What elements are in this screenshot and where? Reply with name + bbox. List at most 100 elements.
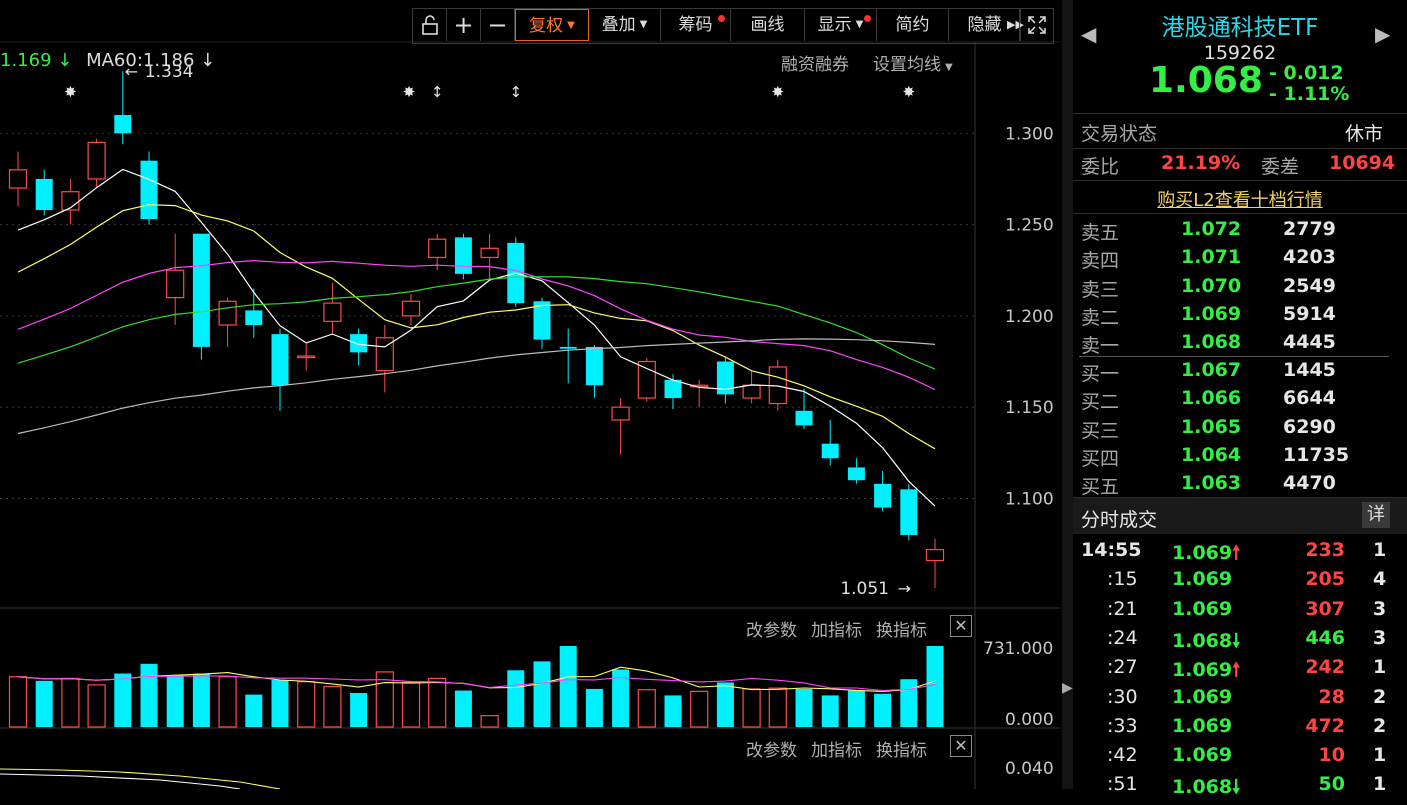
l2-upgrade-link[interactable]: 购买L2查看十档行情 (1157, 190, 1323, 211)
candle-body (637, 360, 656, 399)
toolbar-button-4[interactable]: 显示 ▼ (805, 9, 877, 41)
indicator-line-2 (0, 773, 241, 789)
volume-close-icon[interactable]: ✕ (950, 615, 972, 637)
volume-bar (87, 684, 106, 728)
toolbar-button-0[interactable]: 复权 ▼ (515, 9, 589, 41)
volume-min-label: 0.000 (1005, 710, 1054, 730)
volume-bar (401, 681, 421, 728)
ma5-line (17, 168, 936, 507)
toolbar-button-5[interactable]: 简约 (877, 9, 949, 41)
bids-price: 1.064 (1181, 443, 1242, 466)
toolbar-button-1[interactable]: 叠加 ▼ (589, 9, 661, 41)
volume-ma10-line (17, 675, 936, 692)
candle-body (900, 489, 918, 535)
tick-volume: 446 (1305, 626, 1345, 649)
toolbar-button-2[interactable]: 筹码 (661, 9, 731, 41)
volume-bar (245, 694, 263, 727)
bids-level: 买五 (1081, 476, 1120, 499)
toolbar-button-3[interactable]: 画线 (731, 9, 805, 41)
asks-volume: 2549 (1283, 274, 1336, 297)
prev-stock-icon[interactable]: ◀ (1081, 22, 1097, 46)
candle-body (323, 302, 342, 322)
stock-code: 159262 (1203, 42, 1277, 64)
toolbar-button-label: 隐藏 (967, 15, 1002, 35)
indicator-params-button[interactable]: 改参数 (746, 741, 797, 761)
trade-status-label: 交易状态 (1081, 123, 1158, 145)
toolbar-button-label: 叠加 (601, 15, 636, 35)
bids-price: 1.063 (1181, 472, 1242, 495)
candle-body (454, 237, 472, 274)
tick-price: 1.069 (1172, 542, 1233, 564)
asks-price: 1.068 (1181, 331, 1242, 354)
toolbar-button-label: 复权 (529, 16, 564, 36)
toolbar-button-6[interactable]: 隐藏 (949, 9, 1021, 41)
candle-body (297, 355, 316, 359)
candle-body (192, 233, 210, 347)
bids-level: 买三 (1081, 419, 1120, 442)
tick-time: 14:55 (1081, 539, 1142, 561)
volume-bar (768, 687, 787, 728)
down-arrow-icon: 🠗 (1232, 776, 1241, 799)
margin-trading-link[interactable]: 融资融券 (781, 55, 849, 75)
ticks-detail-button[interactable]: 详 (1362, 502, 1390, 528)
candle-body (795, 410, 813, 426)
volume-max-label: 731.000 (983, 639, 1053, 659)
tick-time: :27 (1107, 656, 1138, 679)
candle-body (218, 300, 237, 326)
indicator-close-icon[interactable]: ✕ (950, 735, 972, 757)
volume-params-button[interactable]: 改参数 (746, 621, 797, 641)
tick-volume: 242 (1305, 656, 1345, 679)
bids-price: 1.065 (1181, 415, 1242, 438)
zoom-out-icon[interactable]: − (481, 9, 515, 41)
asks-level: 卖四 (1081, 250, 1120, 273)
toolbar-button-label: 筹码 (678, 15, 713, 35)
tick-count: 1 (1373, 744, 1387, 767)
candle-body (428, 238, 447, 259)
order-diff-label: 委差 (1261, 156, 1300, 178)
volume-bar (8, 676, 28, 728)
ma-setting-dropdown[interactable]: 设置均线 ▼ (873, 55, 953, 75)
panel-splitter[interactable] (1062, 0, 1073, 789)
bids-volume: 11735 (1283, 443, 1350, 466)
bids-volume: 1445 (1283, 359, 1336, 381)
volume-bar (821, 695, 839, 727)
candle-body (611, 406, 630, 421)
indicator-switch-button[interactable]: 换指标 (876, 741, 927, 761)
volume-bar (454, 690, 472, 727)
bids-level: 买一 (1081, 363, 1120, 385)
tick-time: :33 (1107, 714, 1138, 737)
tick-time: :42 (1107, 744, 1138, 767)
volume-switch-indicator-button[interactable]: 换指标 (876, 621, 927, 641)
volume-bar (507, 670, 525, 727)
volume-bar (690, 690, 709, 728)
event-marker-icon: ✸ (64, 83, 77, 101)
collapse-arrow-icon[interactable]: ▶ (1062, 680, 1073, 696)
candle-body (585, 346, 603, 386)
volume-bar (375, 671, 394, 728)
tick-count: 1 (1373, 773, 1387, 796)
volume-add-indicator-button[interactable]: 加指标 (811, 621, 862, 641)
unlock-icon[interactable] (413, 9, 447, 41)
tick-count: 2 (1373, 714, 1387, 737)
volume-bar (716, 682, 734, 727)
expand-icon[interactable] (1019, 9, 1053, 41)
volume-bar (192, 673, 210, 727)
tick-volume: 28 (1318, 685, 1345, 708)
indicator-add-button[interactable]: 加指标 (811, 741, 862, 761)
volume-bar (637, 689, 656, 728)
tick-count: 4 (1373, 568, 1387, 591)
asks-volume: 5914 (1283, 302, 1336, 325)
volume-bar (742, 688, 761, 728)
volume-bar (795, 688, 813, 727)
caret-down-icon: ▼ (639, 19, 648, 30)
tick-volume: 205 (1305, 568, 1345, 591)
next-stock-icon[interactable]: ▶ (1375, 22, 1391, 46)
zoom-in-icon[interactable]: + (447, 9, 481, 41)
kline-chart[interactable]: 1.300 1.250 1.200 1.150 1.100 ← 1.334 → 1.051 ✸ ✸ ↕… (0, 0, 1062, 789)
tick-price: 1.069 (1172, 568, 1233, 591)
tick-time: :24 (1107, 626, 1138, 649)
volume-bar (114, 673, 132, 727)
caret-down-icon: ▼ (855, 19, 864, 30)
volume-bar (900, 679, 918, 727)
chart-toolbar: + − 复权 ▼ 叠加 ▼ 筹码 画线 显示 ▼ 简约 隐藏 ▶▶ (412, 8, 1054, 44)
